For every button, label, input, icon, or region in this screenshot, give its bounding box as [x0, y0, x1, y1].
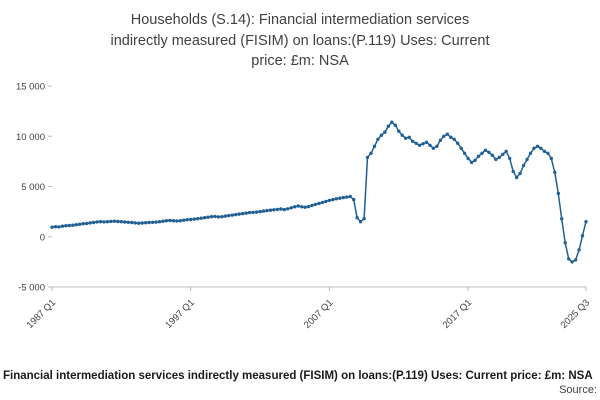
svg-text:1987 Q1: 1987 Q1 [25, 297, 59, 331]
chart-title-line-3: price: £m: NSA [251, 53, 349, 70]
footer-series-description: Financial intermediation services indire… [3, 370, 593, 382]
svg-text:1997 Q1: 1997 Q1 [163, 297, 197, 331]
chart-footer: Financial intermediation services indire… [0, 370, 600, 396]
svg-text:5 000: 5 000 [21, 182, 45, 193]
svg-text:2007 Q1: 2007 Q1 [302, 297, 336, 331]
line-chart: 15 000 10 000 5 000 0 -5 000 1987 Q1 1997 Q1 20… [16, 81, 593, 331]
svg-text:-5 000: -5 000 [18, 282, 45, 293]
svg-text:0: 0 [40, 232, 45, 243]
svg-text:2017 Q1: 2017 Q1 [441, 297, 475, 331]
svg-text:15 000: 15 000 [16, 81, 45, 92]
svg-text:2025 Q3: 2025 Q3 [559, 297, 593, 331]
chart-title: Households (S.14): Financial intermediat… [0, 0, 600, 72]
chart-title-line-2: indirectly measured (FISIM) on loans:(P.… [110, 32, 490, 49]
chart-title-line-1: Households (S.14): Financial intermediat… [130, 12, 470, 28]
source-label: Source: [559, 384, 597, 396]
svg-text:10 000: 10 000 [16, 131, 45, 142]
